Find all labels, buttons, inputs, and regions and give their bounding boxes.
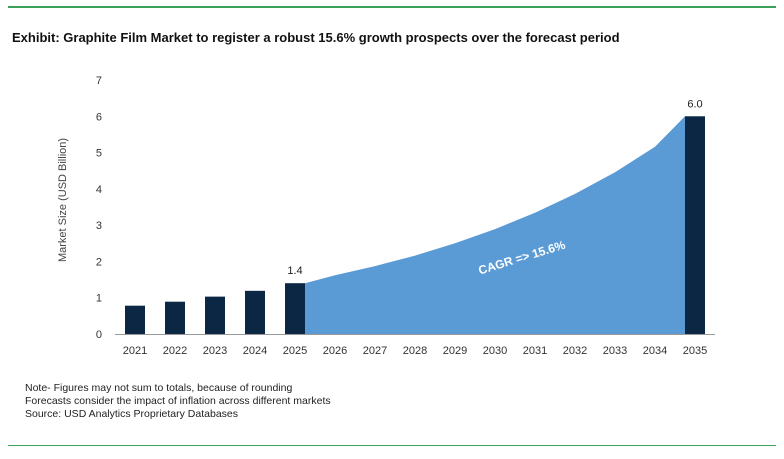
x-tick-label: 2033 [603,345,627,357]
x-tick-label: 2021 [123,345,147,357]
footnotes: Note- Figures may not sum to totals, bec… [25,382,331,421]
bar-2023 [205,296,225,334]
bottom-rule [8,445,776,446]
note-inflation: Forecasts consider the impact of inflati… [25,395,331,407]
x-tick-label: 2029 [443,345,467,357]
data-label-2035: 6.0 [687,98,702,110]
bar-2021 [125,305,145,334]
x-tick-label: 2035 [683,345,707,357]
x-tick-label: 2028 [403,345,427,357]
x-tick-label: 2025 [283,345,307,357]
y-tick-label: 1 [96,293,102,305]
x-tick-label: 2032 [563,345,587,357]
bar-2022 [165,301,185,334]
x-tick-label: 2030 [483,345,507,357]
note-source: Source: USD Analytics Proprietary Databa… [25,408,239,420]
x-tick-label: 2023 [203,345,227,357]
y-tick-label: 0 [96,329,102,341]
forecast-area [305,116,685,334]
x-tick-label: 2031 [523,345,547,357]
bar-2035 [685,116,705,335]
bar-2025 [285,283,305,334]
y-tick-label: 7 [96,75,102,87]
y-tick-label: 3 [96,220,102,232]
x-tick-label: 2034 [643,345,667,357]
bar-2024 [245,290,265,334]
x-tick-label: 2027 [363,345,387,357]
y-tick-label: 4 [96,184,102,196]
y-tick-label: 6 [96,111,102,123]
data-label-2025: 1.4 [287,265,302,277]
y-tick-label: 5 [96,148,102,160]
note-rounding: Note- Figures may not sum to totals, bec… [25,382,293,394]
y-tick-label: 2 [96,256,102,268]
x-tick-label: 2024 [243,345,267,357]
chart-title: Exhibit: Graphite Film Market to registe… [12,30,620,45]
top-rule [8,6,776,8]
x-tick-label: 2022 [163,345,187,357]
x-tick-label: 2026 [323,345,347,357]
